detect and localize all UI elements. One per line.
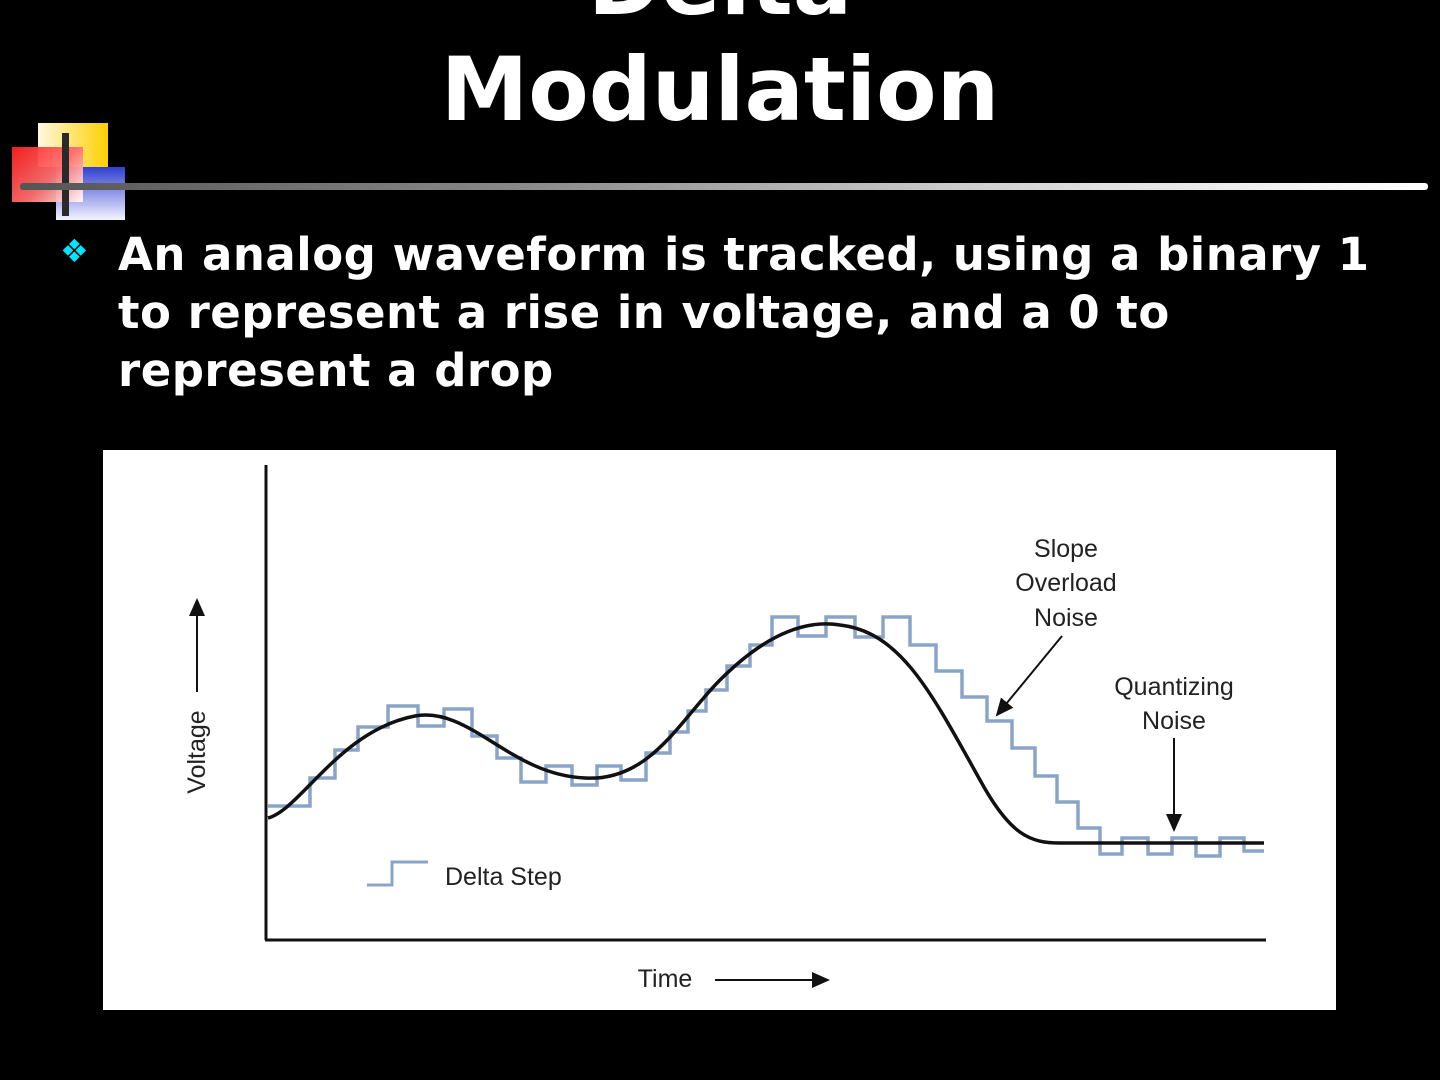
analog-waveform xyxy=(267,622,1264,845)
legend-step-icon xyxy=(367,860,428,887)
delta-step-staircase xyxy=(268,615,1264,858)
slide-title-line-1: Delta xyxy=(0,0,1440,30)
vertical-bar xyxy=(62,133,69,216)
y-axis-label: Voltage xyxy=(183,710,211,793)
delta-modulation-diagram: Voltage Time Delta Step Slope Overload N… xyxy=(103,450,1336,1010)
red-square xyxy=(12,147,83,202)
x-axis-label: Time xyxy=(638,965,693,993)
quant-annotation-1: Quantizing xyxy=(1114,673,1234,701)
slope-arrow xyxy=(995,635,1063,717)
slope-annotation-1: Slope xyxy=(1034,535,1098,563)
bullet-text: An analog waveform is tracked, using a b… xyxy=(118,228,1370,397)
diamond-bullet-icon: ❖ xyxy=(60,232,89,270)
slope-annotation-2: Overload xyxy=(1015,569,1116,597)
quant-annotation-2: Noise xyxy=(1142,707,1206,735)
title-divider xyxy=(20,183,1428,190)
slope-annotation-3: Noise xyxy=(1034,604,1098,632)
slide-title-line-2: Modulation xyxy=(440,38,1000,141)
legend-label: Delta Step xyxy=(445,863,562,891)
